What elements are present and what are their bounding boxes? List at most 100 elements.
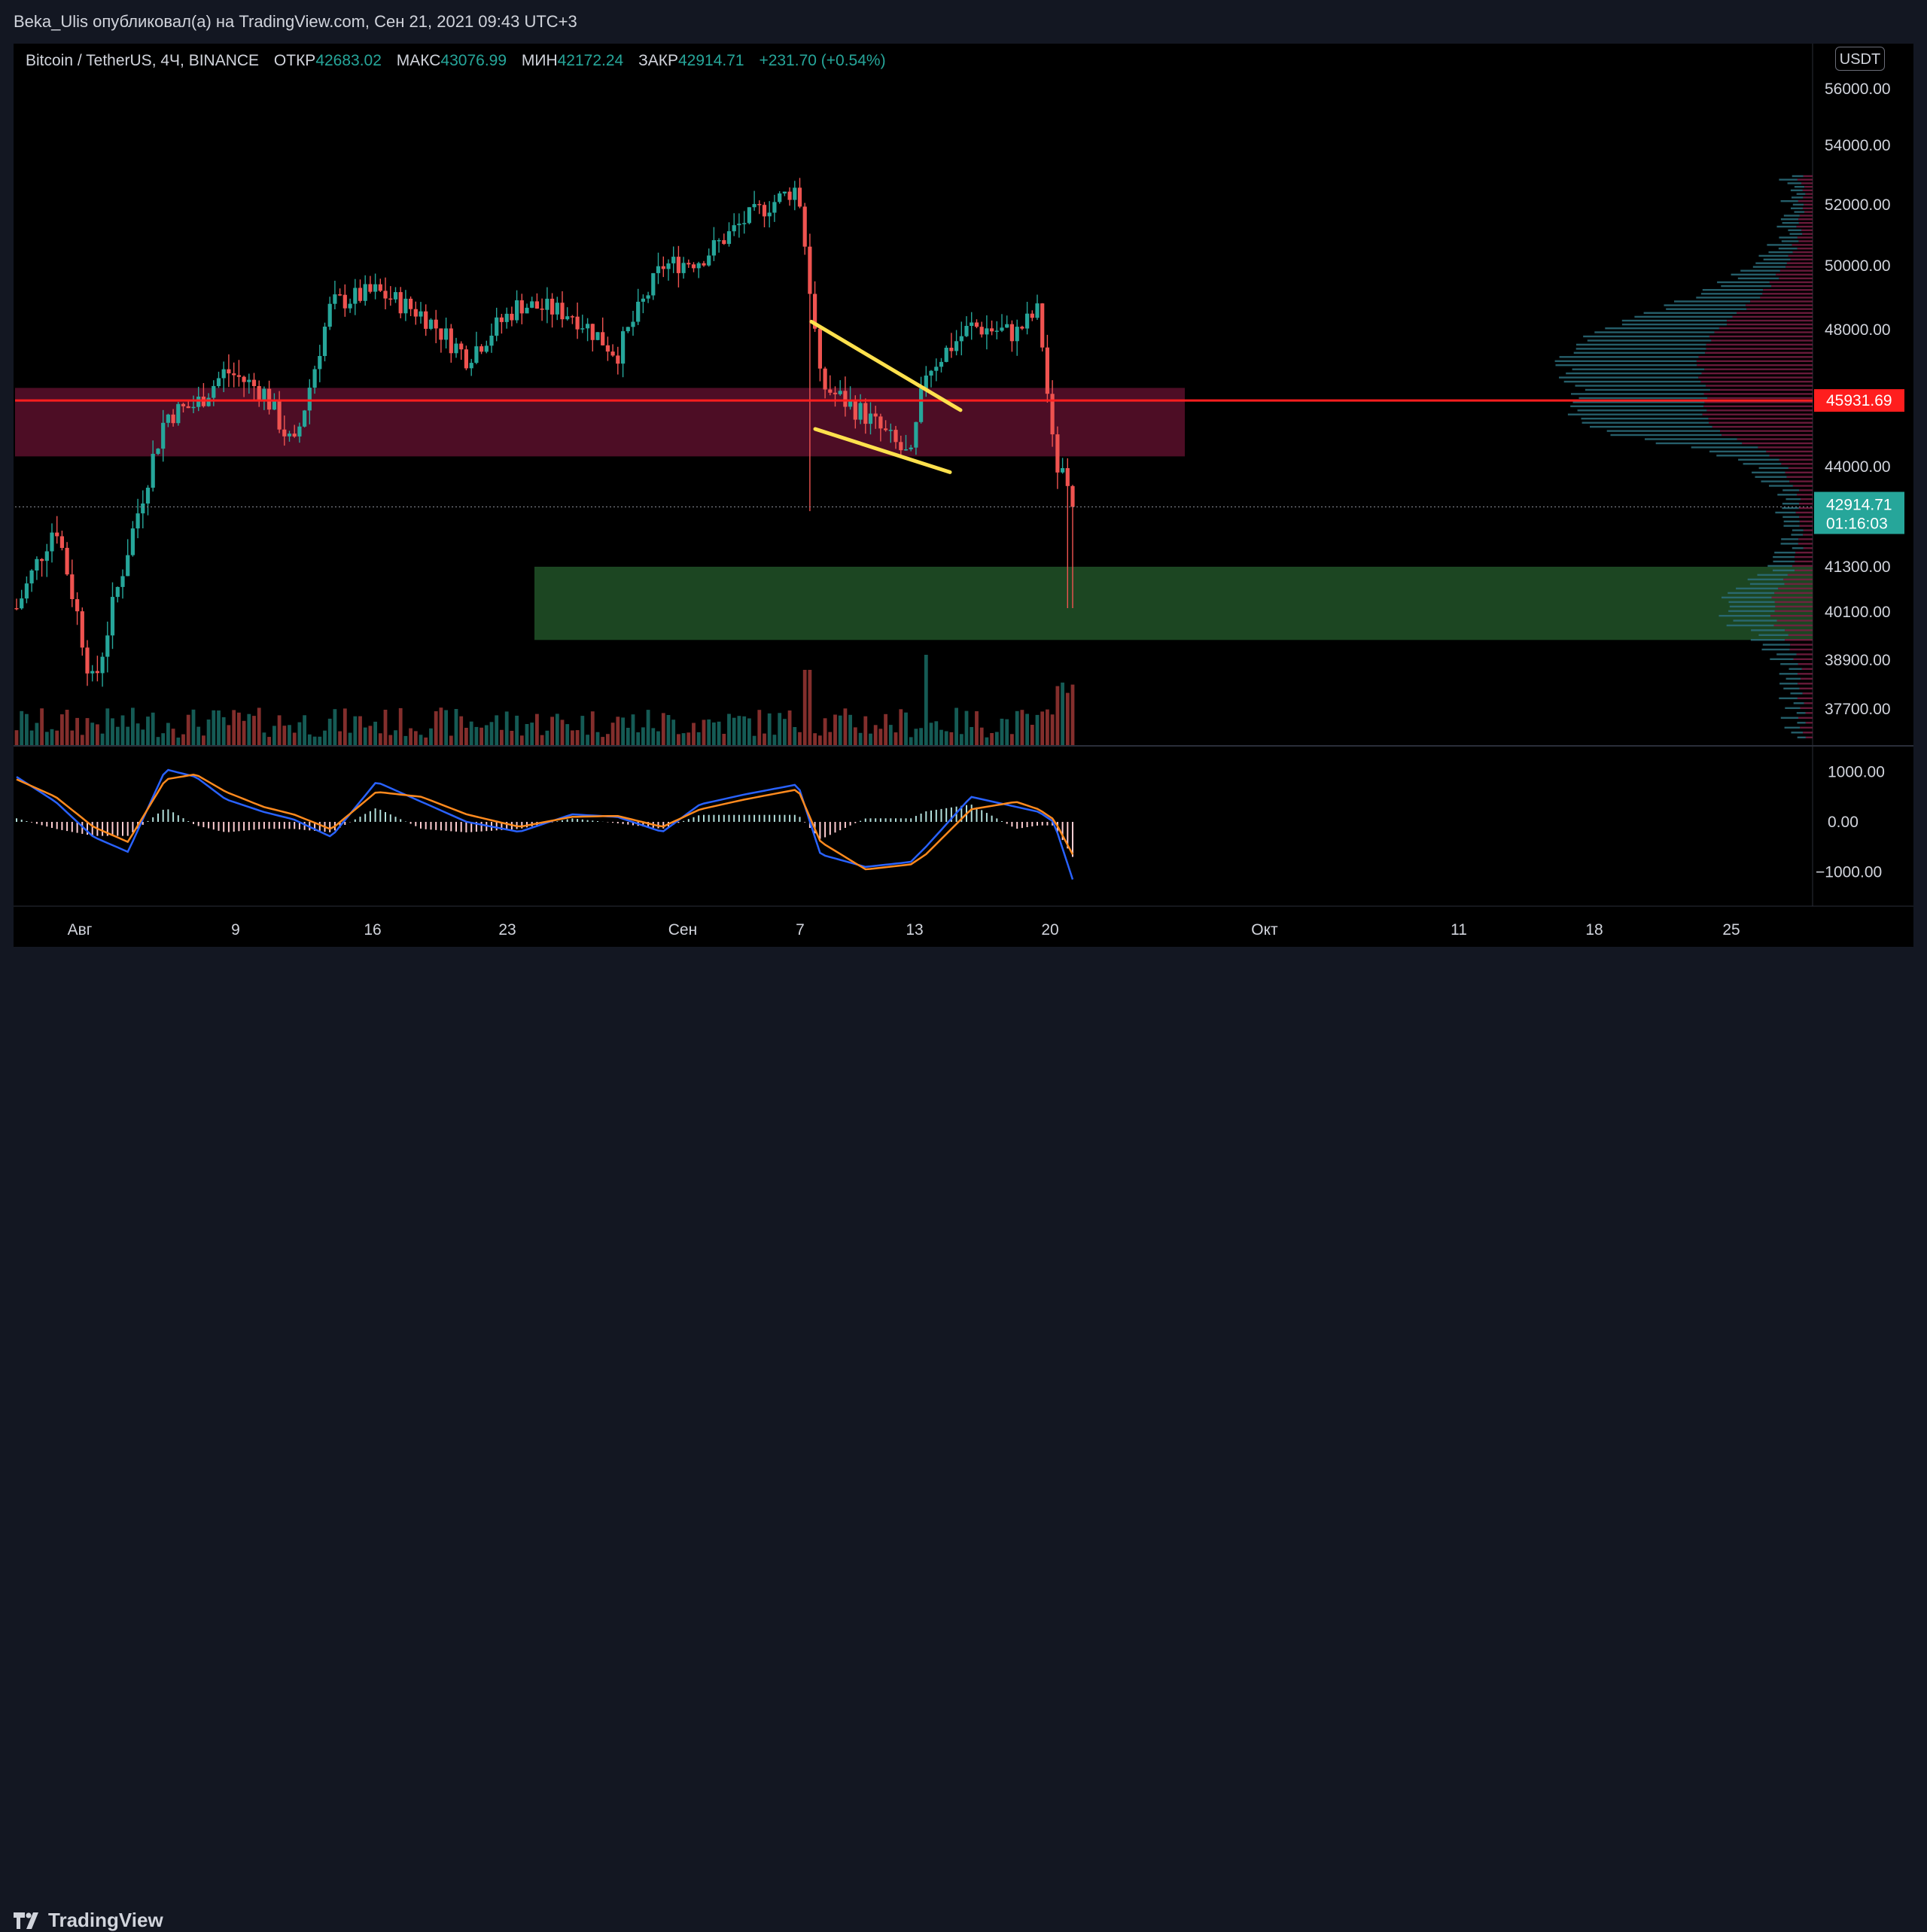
time-axis-pane[interactable] bbox=[14, 906, 1813, 947]
volume-bar bbox=[793, 727, 797, 745]
profile-row-up bbox=[1775, 511, 1796, 514]
candle-body bbox=[232, 373, 236, 376]
candle-body bbox=[661, 266, 665, 269]
volume-bar bbox=[282, 726, 287, 745]
profile-row-up bbox=[1785, 677, 1801, 680]
candle-body bbox=[586, 324, 590, 329]
profile-row-up bbox=[1555, 364, 1697, 367]
profile-row-down bbox=[1766, 450, 1813, 453]
candle-body bbox=[994, 330, 999, 332]
profile-row-up bbox=[1770, 658, 1794, 660]
volume-bar bbox=[636, 732, 641, 745]
volume-bar bbox=[464, 728, 468, 745]
support-zone[interactable] bbox=[534, 567, 1813, 640]
profile-row-up bbox=[1577, 409, 1707, 412]
profile-row-up bbox=[1797, 736, 1806, 738]
profile-row-up bbox=[1731, 273, 1776, 275]
profile-row-up bbox=[1779, 697, 1798, 699]
profile-row-down bbox=[1797, 178, 1813, 181]
volume-bar bbox=[489, 722, 494, 745]
volume-bar bbox=[65, 710, 69, 745]
profile-row-down bbox=[1803, 529, 1813, 531]
profile-row-down bbox=[1798, 240, 1813, 242]
volume-bar bbox=[787, 710, 792, 745]
profile-row-down bbox=[1799, 687, 1813, 689]
volume-bar bbox=[858, 732, 863, 745]
profile-row-down bbox=[1758, 446, 1813, 449]
candle-body bbox=[797, 187, 802, 207]
volume-bar bbox=[757, 710, 762, 745]
volume-bar bbox=[848, 714, 852, 745]
volume-bars bbox=[14, 655, 1075, 745]
profile-row-down bbox=[1746, 304, 1813, 306]
profile-row-down bbox=[1704, 401, 1813, 403]
volume-bar bbox=[535, 713, 539, 745]
macd-pane[interactable] bbox=[14, 747, 1813, 906]
candle-body bbox=[428, 319, 434, 329]
chart-legend[interactable]: Bitcoin / TetherUS, 4Ч, BINANCE ОТКР4268… bbox=[26, 52, 886, 69]
candle-body bbox=[590, 324, 595, 340]
candle-body bbox=[130, 528, 135, 555]
time-label-7: 20 bbox=[1041, 921, 1058, 939]
price-label-4: 48000.00 bbox=[1825, 321, 1891, 339]
candle-body bbox=[1040, 303, 1045, 348]
time-axis[interactable]: Авг 9 16 23 Сен 7 13 20 Окт 11 18 25 bbox=[68, 921, 1740, 939]
candle-body bbox=[100, 656, 105, 674]
tradingview-brand[interactable]: TradingView bbox=[14, 1909, 163, 1932]
profile-row-down bbox=[1719, 327, 1813, 330]
candle-body bbox=[1065, 468, 1070, 486]
wedge-lower-line[interactable] bbox=[813, 427, 952, 474]
profile-row-down bbox=[1760, 297, 1813, 299]
candle-body bbox=[156, 449, 160, 454]
price-axis-pane[interactable] bbox=[1813, 44, 1913, 906]
chart-canvas[interactable]: 56000.00 54000.00 52000.00 50000.00 48000.00… bbox=[0, 0, 1927, 999]
volume-bar bbox=[686, 732, 691, 745]
profile-row-up bbox=[1782, 503, 1799, 505]
profile-row-down bbox=[1798, 683, 1813, 685]
profile-row-down bbox=[1803, 534, 1813, 536]
volume-bar bbox=[646, 710, 650, 745]
profile-row-up bbox=[1634, 315, 1733, 318]
volume-bar bbox=[25, 713, 29, 745]
candle-body bbox=[813, 294, 817, 329]
profile-row-down bbox=[1698, 376, 1813, 379]
volume-bar bbox=[661, 713, 665, 745]
volume-bar bbox=[85, 718, 90, 745]
candle-body bbox=[778, 193, 782, 202]
profile-row-up bbox=[1576, 343, 1706, 346]
volume-bar bbox=[60, 714, 64, 745]
wedge-upper-line[interactable] bbox=[809, 319, 963, 412]
profile-row-up bbox=[1782, 489, 1800, 491]
profile-row-up bbox=[1752, 471, 1785, 473]
candle-body bbox=[29, 570, 34, 584]
profile-row-down bbox=[1773, 624, 1813, 627]
profile-row-up bbox=[1740, 269, 1780, 272]
profile-row-up bbox=[1737, 277, 1779, 280]
candle-body bbox=[737, 224, 741, 226]
profile-row-down bbox=[1795, 552, 1813, 554]
volume-bar bbox=[495, 715, 499, 745]
candle-body bbox=[1020, 327, 1024, 329]
macd-axis[interactable]: 1000.00 0.00 −1000.00 bbox=[1816, 764, 1885, 881]
candle-body bbox=[196, 397, 201, 407]
volume-bar bbox=[939, 729, 943, 745]
candle-body bbox=[817, 328, 822, 369]
price-axis[interactable]: 56000.00 54000.00 52000.00 50000.00 48000.00… bbox=[1825, 81, 1891, 718]
profile-row-up bbox=[1605, 327, 1719, 330]
volume-bar bbox=[626, 728, 630, 745]
candle-body bbox=[858, 403, 863, 420]
candle-body bbox=[707, 255, 711, 266]
candle-body bbox=[459, 343, 464, 350]
time-label-0: Авг bbox=[68, 921, 93, 939]
volume-bar bbox=[767, 713, 772, 745]
candle-body bbox=[110, 597, 115, 636]
candle-body bbox=[388, 298, 393, 300]
profile-row-up bbox=[1575, 385, 1706, 387]
volume-bar bbox=[80, 735, 84, 745]
volume-bar bbox=[1010, 734, 1014, 745]
volume-bar bbox=[656, 731, 660, 745]
currency-button[interactable]: USDT bbox=[1835, 47, 1885, 71]
candle-body bbox=[327, 303, 332, 327]
resistance-zone[interactable] bbox=[15, 388, 1185, 457]
volume-bar bbox=[221, 717, 226, 745]
